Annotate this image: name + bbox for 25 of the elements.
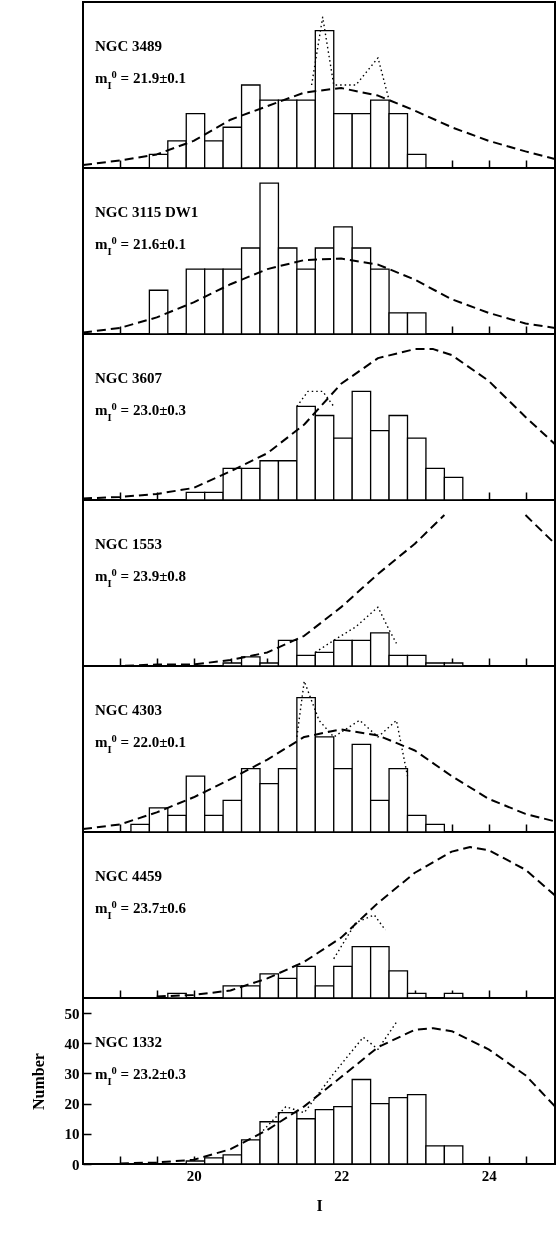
annotation: m$_{I}$$^{0}$ = 21.6±0.1 (95, 234, 187, 257)
annotation: NGC 3115 DW1 (95, 204, 199, 220)
annotation: NGC 3607 (95, 370, 163, 386)
annotation: NGC 1332 (95, 1034, 163, 1050)
y-tick-label: 10 (64, 1126, 80, 1143)
annotation: m$_{I}$$^{0}$ = 23.7±0.6 (95, 898, 187, 921)
annotation: m$_{I}$$^{0}$ = 23.2±0.3 (95, 1064, 187, 1087)
y-tick-label: 40 (64, 1035, 80, 1052)
y-tick-label: 20 (64, 1096, 80, 1113)
x-axis-title: I (316, 1196, 323, 1214)
annotation: NGC 4459 (95, 868, 163, 884)
annotation: NGC 3489 (95, 38, 163, 54)
y-axis-title: Number (29, 1053, 47, 1110)
annotation: NGC 4303 (95, 702, 163, 718)
y-tick-label: 50 (64, 1005, 80, 1022)
annotation: m$_{I}$$^{0}$ = 22.0±0.1 (95, 732, 187, 755)
annotation: m$_{I}$$^{0}$ = 23.9±0.8 (95, 566, 187, 589)
x-tick-label: 22 (334, 1167, 350, 1184)
annotation: m$_{I}$$^{0}$ = 21.9±0.1 (95, 68, 187, 91)
x-tick-label: 20 (186, 1167, 202, 1184)
annotation: NGC 1553 (95, 536, 163, 552)
y-tick-label: 0 (72, 1156, 80, 1173)
annotation: m$_{I}$$^{0}$ = 23.0±0.3 (95, 400, 187, 423)
x-tick-label: 24 (481, 1167, 498, 1184)
y-tick-label: 30 (64, 1065, 80, 1082)
